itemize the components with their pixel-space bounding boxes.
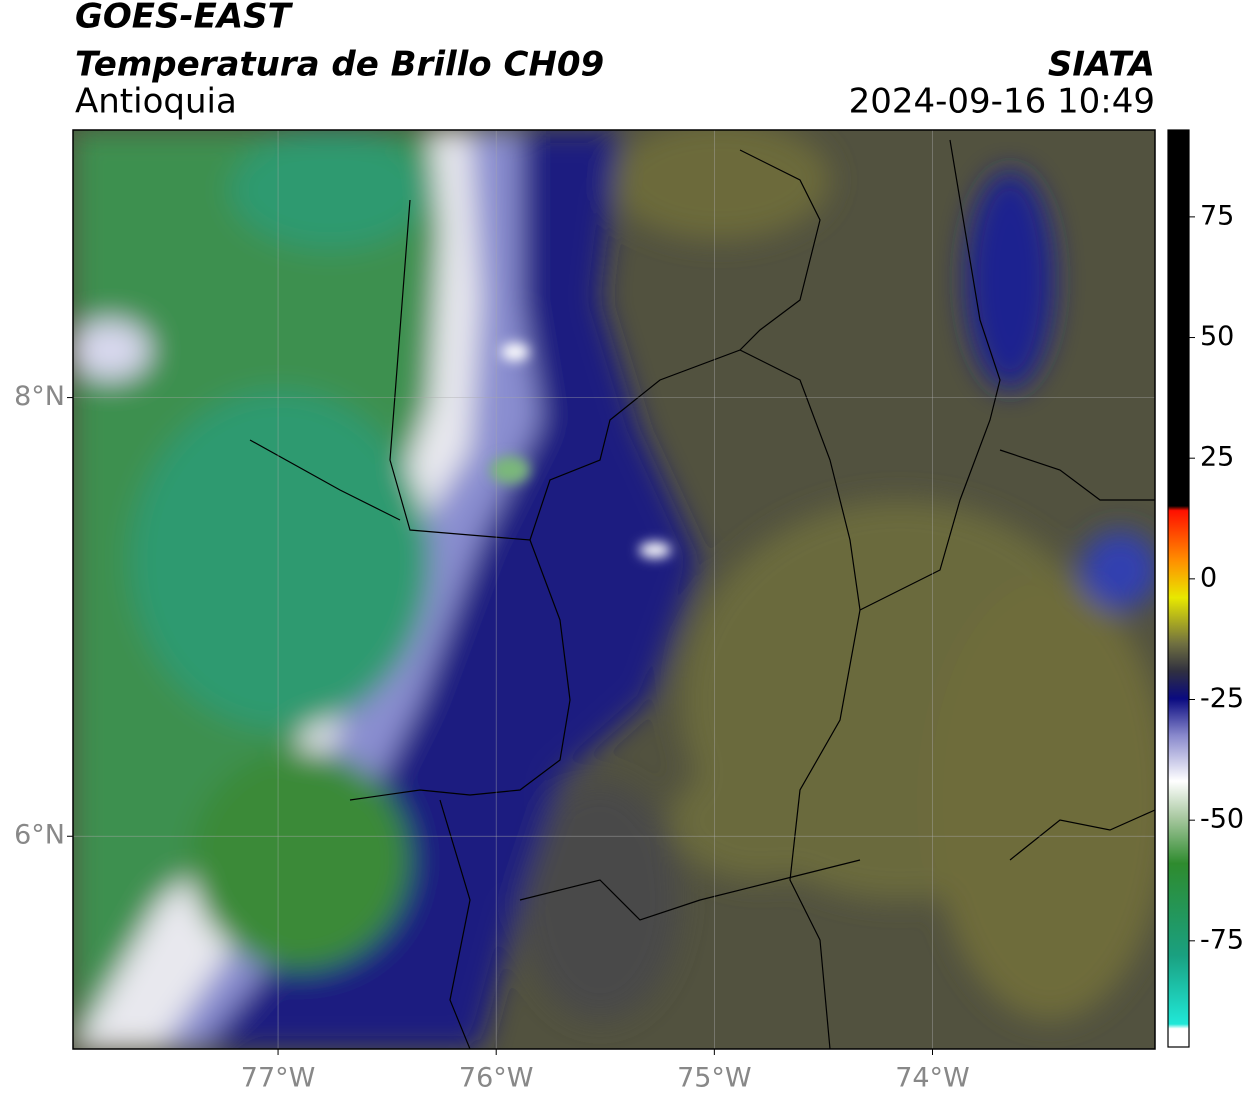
x-tick-label: 76°W (459, 1063, 534, 1094)
title: GOES-EAST (75, 0, 294, 37)
datetime: 2024-09-16 10:49 (849, 82, 1155, 122)
colorbar-tick-label: 50 (1200, 321, 1234, 352)
colorbar-tick-label: 25 (1200, 442, 1234, 473)
y-tick-label: 6°N (14, 820, 65, 851)
colorbar-tick-label: 0 (1200, 562, 1217, 593)
region: Antioquia (75, 82, 237, 122)
subtitle: Temperatura de Brillo CH09 (75, 45, 604, 85)
colorbar-tick-label: -25 (1200, 683, 1244, 714)
y-tick-label: 8°N (14, 381, 65, 412)
colorbar-tick-label: -50 (1200, 804, 1244, 835)
colorbar-tick-label: 75 (1200, 200, 1234, 231)
map-frame (72, 129, 1156, 1050)
map-image (73, 130, 1155, 1049)
colorbar-tick-label: -75 (1200, 924, 1244, 955)
x-tick-label: 77°W (241, 1063, 316, 1094)
colorbar (1167, 129, 1190, 1048)
x-tick-label: 74°W (895, 1063, 970, 1094)
source: SIATA (1048, 45, 1155, 85)
x-tick-label: 75°W (677, 1063, 752, 1094)
grid (73, 130, 1155, 1049)
